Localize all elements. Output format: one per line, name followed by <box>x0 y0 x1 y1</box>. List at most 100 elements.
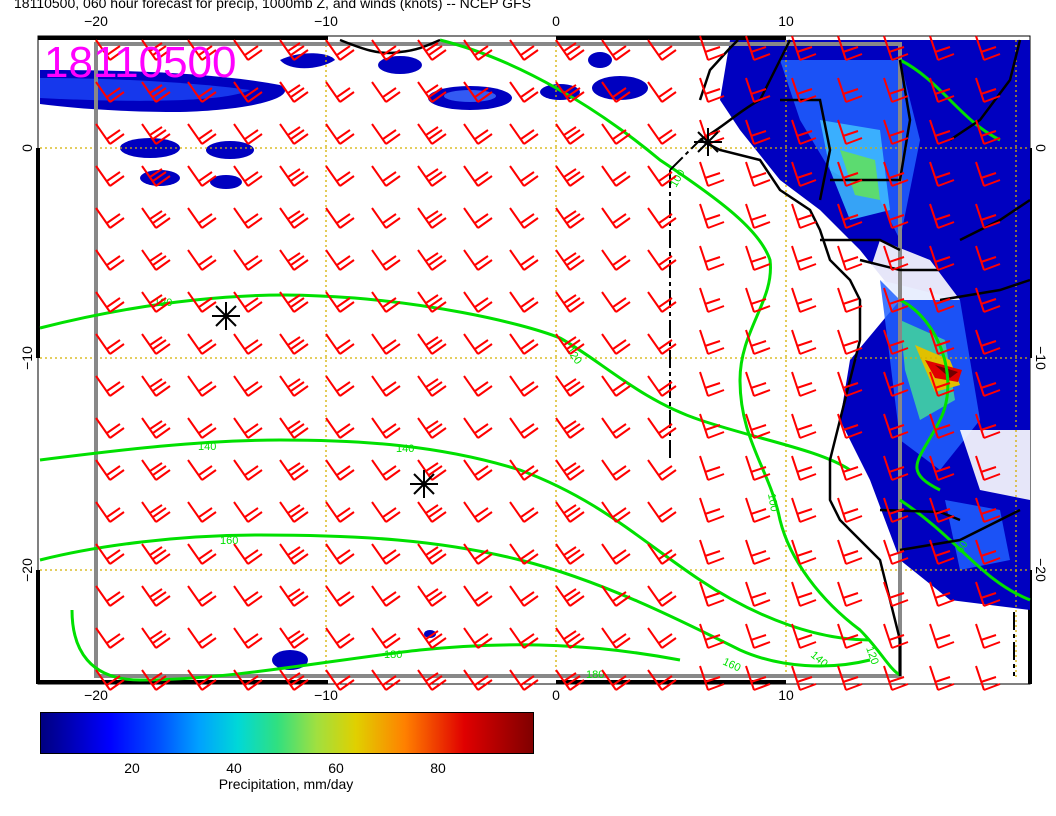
wind-barb <box>279 39 309 61</box>
wind-barb <box>325 123 355 145</box>
wind-barb <box>463 291 493 313</box>
lat-tick-left: 0 <box>19 144 35 152</box>
wind-barb <box>141 627 171 649</box>
wind-barb <box>325 165 355 187</box>
wind-barb <box>929 35 955 61</box>
contour-label: 120 <box>154 297 172 309</box>
wind-barb <box>417 417 447 439</box>
wind-barb <box>279 291 309 313</box>
wind-barb <box>555 375 585 397</box>
wind-barb <box>509 417 539 439</box>
wind-barb <box>279 585 309 607</box>
wind-barb <box>95 123 125 145</box>
contour-label: 100 <box>765 492 780 512</box>
wind-barb <box>509 165 539 187</box>
wind-barb <box>95 333 125 355</box>
wind-barb <box>325 81 355 103</box>
wind-barb <box>601 459 631 481</box>
wind-barb <box>279 249 309 271</box>
wind-barb <box>601 291 631 313</box>
wind-barb <box>417 627 447 649</box>
wind-barb <box>791 77 817 103</box>
wind-barb <box>555 291 585 313</box>
wind-barb <box>187 417 217 439</box>
wind-barb <box>837 413 863 439</box>
wind-barb <box>279 123 309 145</box>
wind-barb <box>883 539 909 565</box>
wind-barb <box>463 207 493 229</box>
wind-barb <box>647 39 677 61</box>
wind-barb <box>95 375 125 397</box>
wind-barb <box>837 623 863 649</box>
wind-barb <box>929 581 955 607</box>
wind-barb <box>325 585 355 607</box>
wind-barb <box>699 371 725 397</box>
wind-barb <box>745 371 771 397</box>
wind-barb <box>883 497 909 523</box>
wind-barb <box>325 627 355 649</box>
wind-barb <box>463 39 493 61</box>
wind-barb <box>883 119 909 145</box>
wind-barb <box>233 627 263 649</box>
wind-barb <box>883 35 909 61</box>
wind-barb <box>95 459 125 481</box>
colorbar-tick: 40 <box>226 760 242 776</box>
wind-barb <box>141 585 171 607</box>
lat-tick-right: −20 <box>1033 558 1049 582</box>
run-stamp: 18110500 <box>44 38 237 87</box>
wind-barb <box>187 669 217 691</box>
wind-barb <box>883 413 909 439</box>
wind-barb <box>233 417 263 439</box>
wind-barb <box>647 543 677 565</box>
wind-barb <box>929 371 955 397</box>
wind-barb <box>555 501 585 523</box>
low-center-marker <box>212 302 240 330</box>
wind-barb <box>647 459 677 481</box>
wind-barb <box>95 81 125 103</box>
wind-barb <box>601 375 631 397</box>
wind-barb <box>417 39 447 61</box>
wind-barb <box>745 497 771 523</box>
wind-barb <box>975 287 1001 313</box>
wind-barb <box>699 287 725 313</box>
wind-barb <box>975 77 1001 103</box>
wind-barb <box>975 329 1001 355</box>
wind-barb <box>233 669 263 691</box>
wind-barb <box>975 413 1001 439</box>
wind-barb <box>929 413 955 439</box>
axis-labels: −20 −10 0 10 −20 −10 0 10 0 −10 −20 0 −1… <box>19 13 1049 703</box>
wind-barb <box>791 497 817 523</box>
wind-barb <box>975 119 1001 145</box>
wind-barb <box>929 77 955 103</box>
wind-barb <box>371 627 401 649</box>
wind-barb <box>417 291 447 313</box>
wind-barb <box>509 207 539 229</box>
wind-barb <box>791 623 817 649</box>
wind-barbs <box>95 35 1001 691</box>
wind-barb <box>929 497 955 523</box>
wind-barb <box>883 455 909 481</box>
wind-barb <box>791 35 817 61</box>
wind-barb <box>233 459 263 481</box>
wind-barb <box>975 581 1001 607</box>
wind-barb <box>141 81 171 103</box>
wind-barb <box>699 329 725 355</box>
wind-barb <box>745 245 771 271</box>
wind-barb <box>187 543 217 565</box>
wind-barb <box>929 119 955 145</box>
wind-barb <box>371 501 401 523</box>
wind-barb <box>233 333 263 355</box>
wind-barb <box>883 245 909 271</box>
wind-barb <box>463 81 493 103</box>
wind-barb <box>463 501 493 523</box>
contour-label: 180 <box>384 649 402 661</box>
wind-barb <box>601 585 631 607</box>
contour-label: 140 <box>198 441 216 453</box>
wind-barb <box>509 333 539 355</box>
wind-barb <box>279 207 309 229</box>
wind-barb <box>791 287 817 313</box>
wind-barb <box>601 333 631 355</box>
wind-barb <box>647 165 677 187</box>
wind-barb <box>699 161 725 187</box>
lat-tick-right: −10 <box>1033 346 1049 370</box>
